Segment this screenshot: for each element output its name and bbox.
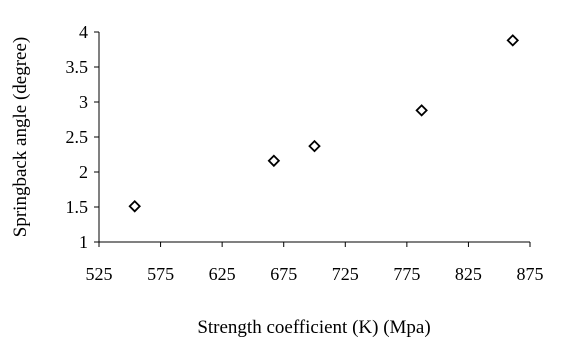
data-point [308, 139, 321, 153]
y-tick-label: 1.5 [66, 197, 89, 217]
y-tick-label: 2.5 [66, 127, 89, 147]
y-tick-label: 1 [79, 232, 88, 252]
y-tick-label: 3.5 [66, 57, 89, 77]
y-tick-label: 4 [79, 22, 88, 42]
data-point [415, 104, 428, 117]
x-tick-label: 875 [517, 264, 544, 284]
y-axis-label: Springback angle (degree) [10, 37, 31, 237]
data-points [128, 34, 520, 213]
data-point [128, 200, 141, 213]
x-tick-label: 725 [332, 264, 359, 284]
x-tick-label: 825 [455, 264, 482, 284]
y-tick-label: 2 [79, 162, 88, 182]
x-tick-label: 675 [270, 264, 297, 284]
x-ticks: 525 575 625 675 725 775 825 875 [86, 242, 544, 284]
data-point [267, 154, 281, 168]
x-tick-label: 775 [393, 264, 420, 284]
y-tick-label: 3 [79, 92, 88, 112]
data-point [506, 34, 520, 47]
x-axis-label: Strength coefficient (K) (Mpa) [197, 317, 430, 338]
x-tick-label: 575 [147, 264, 174, 284]
y-ticks: 1 1.5 2 2.5 3 3.5 4 [66, 22, 99, 252]
axes [98, 32, 530, 243]
x-tick-label: 625 [209, 264, 236, 284]
x-tick-label: 525 [86, 264, 113, 284]
